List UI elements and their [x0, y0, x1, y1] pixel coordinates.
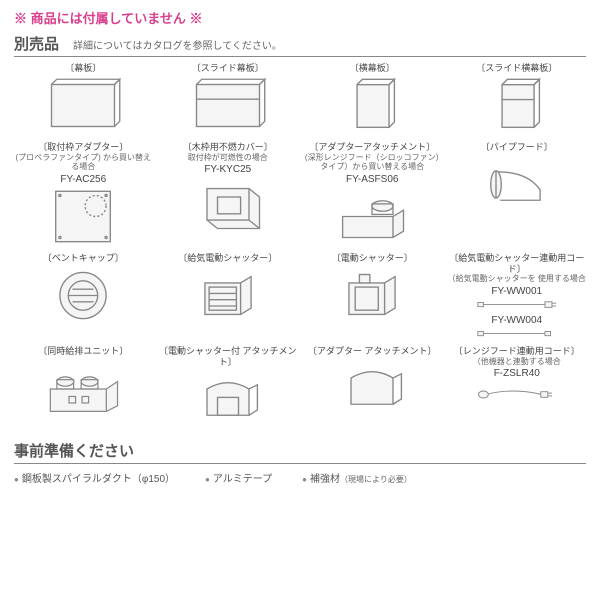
item-subtext: 取付枠が可燃性の場合: [188, 153, 268, 163]
item-label: 〔パイプフード〕: [481, 142, 553, 153]
part-number: FY-WW001: [491, 286, 542, 297]
hood-cord-icon: [475, 379, 559, 409]
section1-sub: 詳細についてはカタログを参照してください。: [73, 37, 282, 52]
electric-shutter-icon: [186, 264, 270, 328]
item-label: 〔給気電動シャッター〕: [178, 253, 277, 264]
divider: [14, 463, 586, 464]
item-label: 〔アダプターアタッチメント〕: [309, 142, 435, 153]
item-adapter-attach: 〔アダプター アタッチメント〕: [303, 346, 442, 432]
item-subtext: (プロペラファンタイプ) から買い替える場合: [14, 153, 153, 172]
item-yoko-makuita: 〔横幕板〕: [303, 63, 442, 138]
item-adapter: 〔取付枠アダプター〕 (プロペラファンタイプ) から買い替える場合 FY-AC2…: [14, 142, 153, 249]
prep-item: 鋼板製スパイラルダクト（φ150）: [14, 470, 175, 485]
item-subtext: （他機器と連動する場合: [473, 357, 561, 367]
cord-icon: [475, 297, 559, 313]
part-number: FY-ASFS06: [346, 174, 398, 185]
item-label: 〔レンジフード連動用コード〕: [454, 346, 580, 357]
item-cover: 〔木枠用不燃カバー〕 取付枠が可燃性の場合 FY-KYC25: [159, 142, 298, 249]
part-number: F-ZSLR40: [494, 368, 540, 379]
item-subtext: （給気電動シャッターを 使用する場合: [448, 274, 586, 284]
item-ventcap: 〔ベントキャップ〕: [14, 253, 153, 342]
item-makuita: 〔幕板〕: [14, 63, 153, 138]
item-label: 〔幕板〕: [65, 63, 101, 74]
item-label: 〔ベントキャップ〕: [43, 253, 124, 264]
pipe-hood-icon: [475, 153, 559, 217]
prep-note: （現場により必要）: [340, 475, 412, 484]
item-label: 〔横幕板〕: [350, 63, 395, 74]
item-attachment: 〔アダプターアタッチメント〕 (深形レンジフード（シロッコファン）タイプ）から買…: [303, 142, 442, 249]
item-kyuki-shutter: 〔給気電動シャッター〕: [159, 253, 298, 342]
part-number: FY-KYC25: [204, 164, 251, 175]
prep-item-wrap: 補強材（現場により必要）: [302, 470, 412, 485]
item-label: 〔電動シャッター付 アタッチメント〕: [159, 346, 298, 368]
part-number: FY-WW004: [491, 315, 542, 326]
slide-panel-icon: [186, 74, 270, 138]
attachment-icon: [330, 185, 414, 249]
section1-title: 別売品: [14, 33, 59, 54]
item-label: 〔同時給排ユニット〕: [38, 346, 128, 357]
exhaust-unit-icon: [41, 357, 125, 421]
warning-text: ※ 商品には付属していません ※: [14, 8, 586, 27]
item-slide-makuita: 〔スライド幕板〕: [159, 63, 298, 138]
prep-item: アルミテープ: [205, 470, 272, 485]
item-doji-unit: 〔同時給排ユニット〕: [14, 346, 153, 432]
vent-cap-icon: [41, 264, 125, 328]
accessories-grid: 〔幕板〕 〔スライド幕板〕 〔横幕板〕 〔スライド横幕板〕 〔取付枠アダプター〕…: [14, 63, 586, 432]
section1-header: 別売品 詳細についてはカタログを参照してください。: [14, 33, 586, 54]
item-label: 〔アダプター アタッチメント〕: [308, 346, 437, 357]
item-subtext: (深形レンジフード（シロッコファン）タイプ）から買い替える場合: [303, 153, 442, 172]
item-pipehood: 〔パイプフード〕: [448, 142, 587, 249]
cord-icon: [475, 326, 559, 342]
prep-item: 補強材: [302, 474, 340, 485]
item-label: 〔給気電動シャッター連動用コード〕: [448, 253, 587, 275]
part-number: FY-AC256: [60, 174, 106, 185]
item-label: 〔電動シャッター〕: [332, 253, 413, 264]
cover-icon: [186, 175, 270, 239]
item-shutter-attach: 〔電動シャッター付 アタッチメント〕: [159, 346, 298, 432]
side-panel-icon: [330, 74, 414, 138]
frame-adapter-icon: [41, 185, 125, 249]
divider: [14, 56, 586, 57]
item-cord1: 〔給気電動シャッター連動用コード〕 （給気電動シャッターを 使用する場合 FY-…: [448, 253, 587, 342]
adapter-attachment-icon: [330, 357, 414, 421]
item-label: 〔木枠用不燃カバー〕: [183, 142, 273, 153]
item-label: 〔スライド幕板〕: [192, 63, 264, 74]
item-slide-yoko: 〔スライド横幕板〕: [448, 63, 587, 138]
section2-title: 事前準備ください: [14, 440, 134, 461]
item-dendo-shutter: 〔電動シャッター〕: [303, 253, 442, 342]
prep-list: 鋼板製スパイラルダクト（φ150） アルミテープ 補強材（現場により必要）: [14, 470, 586, 485]
motor-shutter-icon: [330, 264, 414, 328]
item-label: 〔スライド横幕板〕: [476, 63, 557, 74]
section2-header: 事前準備ください: [14, 440, 586, 461]
item-cord2: 〔レンジフード連動用コード〕 （他機器と連動する場合 F-ZSLR40: [448, 346, 587, 432]
panel-icon: [41, 74, 125, 138]
shutter-attachment-icon: [186, 368, 270, 432]
slide-side-panel-icon: [475, 74, 559, 138]
item-label: 〔取付枠アダプター〕: [38, 142, 128, 153]
